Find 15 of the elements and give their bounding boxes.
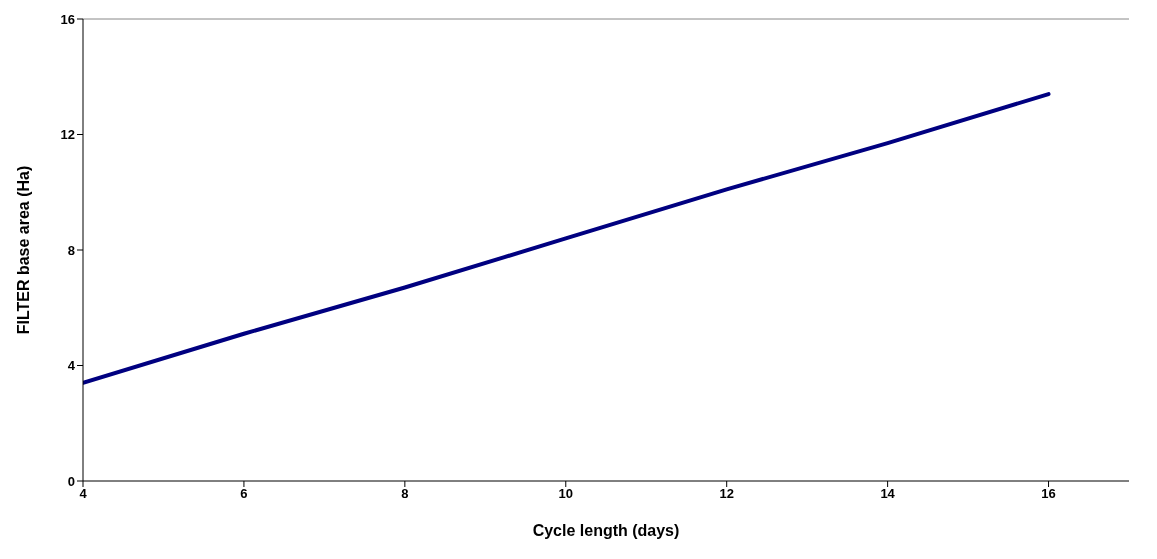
x-tick-label: 6: [240, 486, 248, 502]
y-tick-label: 16: [60, 11, 75, 27]
x-tick-label: 8: [401, 486, 409, 502]
y-tick-label: 4: [67, 358, 76, 374]
x-tick-label: 4: [79, 486, 88, 502]
y-axis-title: FILTER base area (Ha): [14, 165, 32, 335]
y-tick-label: 8: [67, 242, 75, 258]
line-series: [83, 92, 1051, 385]
x-axis-title: Cycle length (days): [532, 522, 680, 539]
x-tick-label: 10: [558, 486, 573, 502]
y-tick-label: 12: [60, 127, 75, 143]
x-tick-label: 12: [719, 486, 734, 502]
y-tick-label: 0: [67, 473, 75, 489]
x-tick-label: 16: [1041, 486, 1056, 502]
x-tick-label: 14: [880, 486, 896, 502]
